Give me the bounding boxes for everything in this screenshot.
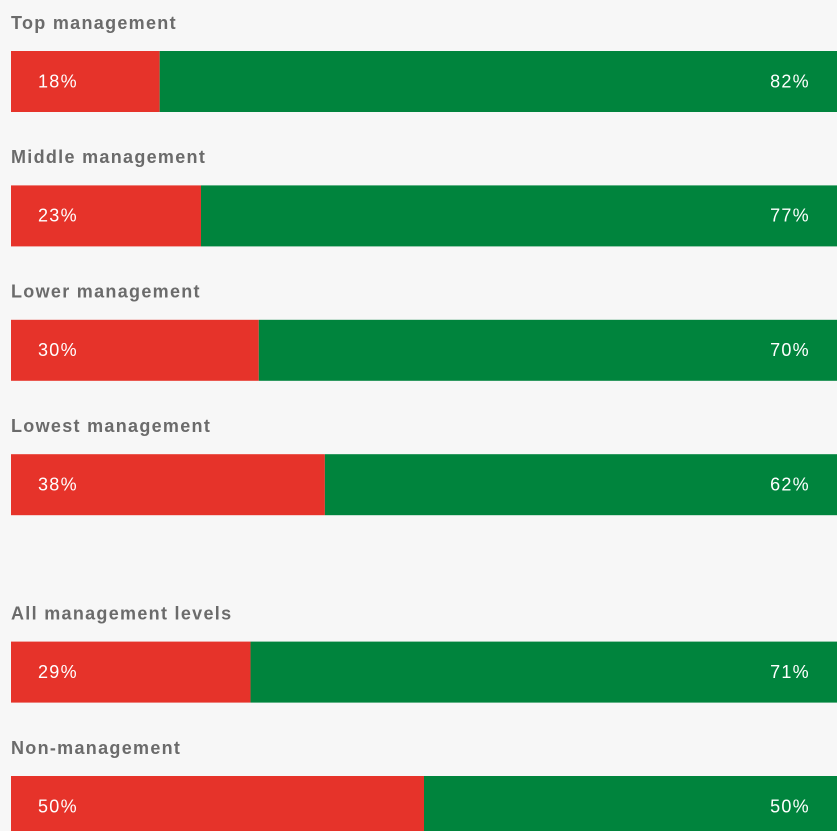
- bar-segment: [11, 185, 201, 247]
- bar-segment: [324, 454, 837, 516]
- value-label: 23%: [38, 206, 78, 226]
- bar-segment: [11, 776, 424, 831]
- category-label: Top management: [11, 13, 177, 33]
- bar-segment: [258, 319, 837, 381]
- value-label: 77%: [770, 206, 810, 226]
- bar-segment: [200, 185, 837, 247]
- value-label: 18%: [38, 71, 78, 91]
- category-label: Lowest management: [11, 416, 211, 436]
- value-label: 62%: [770, 474, 810, 494]
- category-label: Lower management: [11, 282, 201, 302]
- value-label: 50%: [770, 796, 810, 816]
- value-label: 82%: [770, 71, 810, 91]
- bar-segment: [250, 641, 837, 703]
- value-label: 30%: [38, 340, 78, 360]
- bar-segment: [424, 776, 837, 831]
- category-label: Non-management: [11, 738, 181, 758]
- category-label: Middle management: [11, 147, 206, 167]
- value-label: 50%: [38, 796, 78, 816]
- bar-segment: [11, 641, 251, 703]
- value-label: 71%: [770, 662, 810, 682]
- value-label: 29%: [38, 662, 78, 682]
- bar-segment: [11, 51, 160, 112]
- bar-segment: [11, 454, 325, 516]
- bar-segment: [11, 319, 259, 381]
- value-label: 38%: [38, 474, 78, 494]
- value-label: 70%: [770, 340, 810, 360]
- bar-segment: [159, 51, 837, 112]
- category-label: All management levels: [11, 603, 232, 623]
